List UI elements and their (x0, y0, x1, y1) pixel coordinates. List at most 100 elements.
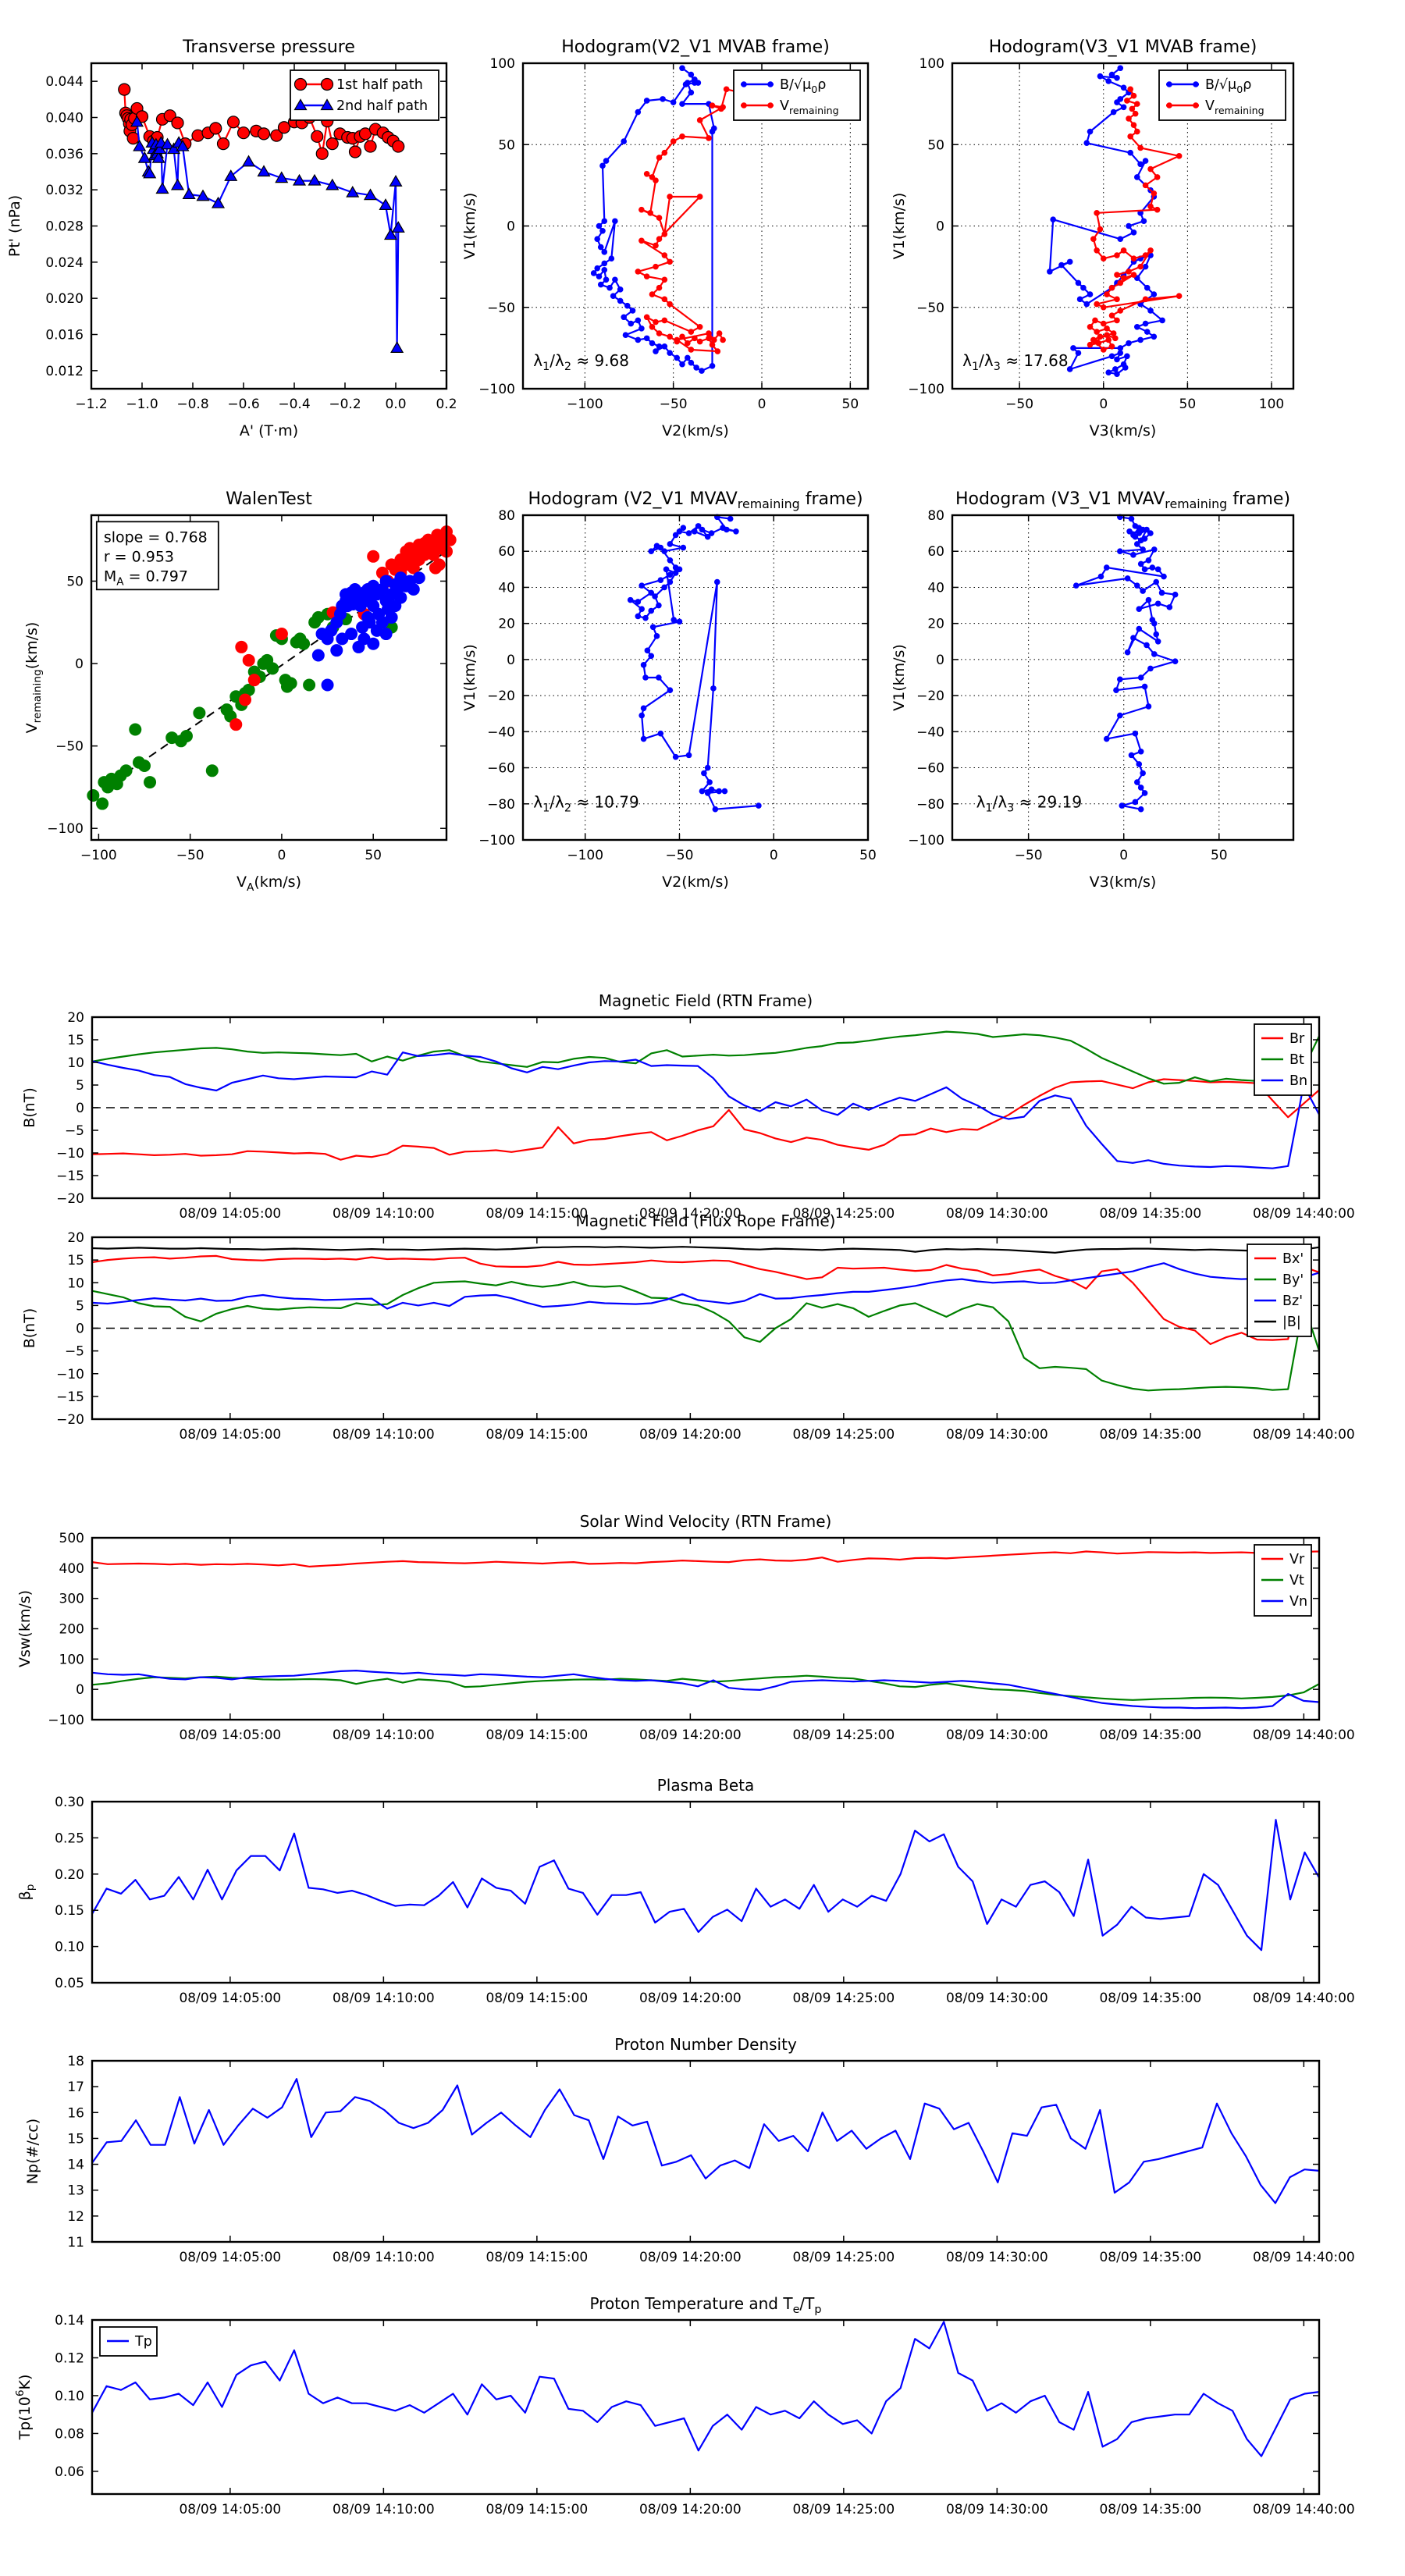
data-point (1124, 353, 1130, 360)
data-point (721, 788, 728, 795)
data-point (1142, 252, 1149, 258)
y-tick-label: −60 (916, 761, 944, 777)
data-point (661, 276, 668, 283)
series-Bx' (91, 1254, 1320, 1345)
data-point (670, 617, 678, 623)
x-tick-label: 08/09 14:35:00 (1099, 1727, 1201, 1743)
y-tick-label: 0.25 (55, 1831, 84, 1846)
series-V hodogram (1075, 516, 1176, 810)
data-point (672, 570, 679, 576)
series-|B| (91, 1246, 1320, 1254)
x-tick-label: 08/09 14:20:00 (639, 1206, 742, 1222)
data-point (661, 149, 668, 156)
y-tick-label: 50 (66, 574, 84, 589)
data-point (1145, 557, 1152, 564)
legend-label: |B| (1282, 1315, 1301, 1330)
data-point (1193, 81, 1199, 87)
data-point (224, 169, 238, 181)
y-tick-label: 5 (76, 1078, 84, 1094)
y-tick-label: −15 (56, 1389, 84, 1405)
y-tick-label: 0.012 (45, 364, 84, 379)
chart-proton-number-density: 08/09 14:05:00 08/09 14:10:00 08/09 14:15:… (24, 2035, 1355, 2265)
chart-title: Proton Number Density (614, 2035, 797, 2054)
data-point (308, 173, 322, 186)
y-tick-label: −10 (56, 1367, 84, 1382)
data-point (155, 182, 169, 194)
data-point (657, 577, 664, 583)
series-Vr (91, 1550, 1320, 1567)
data-point (1114, 99, 1120, 105)
data-point (1114, 317, 1120, 324)
x-tick-label: −100 (567, 397, 603, 412)
x-axis-label: VA(km/s) (237, 873, 301, 894)
data-point (1087, 341, 1094, 348)
data-point (1144, 284, 1151, 291)
data-point (367, 550, 380, 563)
data-point (1133, 128, 1140, 135)
data-point (257, 165, 271, 177)
data-point (661, 548, 667, 555)
data-point (1128, 515, 1135, 522)
y-tick-label: 50 (498, 137, 515, 153)
data-point (1094, 301, 1100, 308)
data-point (1142, 182, 1149, 189)
annotation: λ1/λ2 ≈ 9.68 (533, 351, 629, 373)
data-point (590, 270, 597, 276)
data-point (661, 343, 668, 350)
data-point (594, 265, 600, 272)
series-V remaining (637, 88, 764, 353)
stats-box (95, 521, 219, 591)
y-tick-label: 0.20 (55, 1867, 84, 1883)
data-point (1126, 340, 1132, 347)
data-point (1120, 247, 1127, 254)
series-V hodogram (629, 516, 759, 810)
x-tick-label: 08/09 14:05:00 (179, 1727, 281, 1743)
data-point (661, 584, 667, 591)
y-tick-label: 11 (67, 2235, 84, 2250)
x-tick-label: 08/09 14:10:00 (333, 2502, 435, 2517)
legend-label: B/√μ0ρ (780, 77, 826, 95)
data-point (389, 600, 402, 613)
data-point (667, 350, 673, 356)
y-tick-label: 18 (67, 2054, 84, 2069)
data-point (709, 102, 716, 109)
data-point (596, 273, 603, 279)
data-point (667, 541, 674, 547)
x-tick-label: 08/09 14:10:00 (333, 1991, 435, 2006)
data-point (1108, 312, 1115, 318)
data-point (266, 662, 279, 675)
data-point (1137, 336, 1144, 343)
data-point (648, 607, 655, 614)
y-tick-label: 0.14 (55, 2313, 84, 2329)
data-point (643, 98, 650, 104)
data-point (704, 764, 711, 771)
data-point (87, 788, 100, 802)
data-point (1140, 588, 1146, 594)
data-point (1127, 86, 1133, 93)
data-point (1117, 350, 1124, 356)
data-point (1151, 620, 1158, 627)
x-tick-label: −50 (666, 848, 694, 863)
data-point (182, 187, 196, 200)
x-tick-label: −0.6 (227, 397, 259, 412)
data-point (676, 566, 683, 573)
data-point (1149, 564, 1156, 571)
data-point (648, 548, 655, 555)
chart-title: WalenTest (226, 489, 312, 509)
data-point (720, 104, 726, 111)
data-point (1050, 216, 1056, 222)
data-point (143, 166, 157, 179)
data-point (1130, 272, 1137, 278)
x-tick-label: 08/09 14:40:00 (1253, 1206, 1355, 1222)
x-tick-label: 08/09 14:10:00 (333, 1727, 435, 1743)
data-point (1103, 564, 1110, 571)
legend-label: Bn (1289, 1073, 1307, 1089)
x-tick-label: 08/09 14:30:00 (946, 2502, 1048, 2517)
data-point (379, 198, 393, 210)
chart-hodogram-v2v1-mvav: −100 −50 0 50 −100 −80 −60 −40 −20 0 20 40 60 80 V2(km… (461, 489, 877, 891)
data-point (667, 687, 674, 693)
data-point (723, 86, 730, 93)
data-point (1058, 262, 1065, 269)
annotation: λ1/λ3 ≈ 17.68 (962, 351, 1068, 373)
data-point (667, 571, 674, 578)
